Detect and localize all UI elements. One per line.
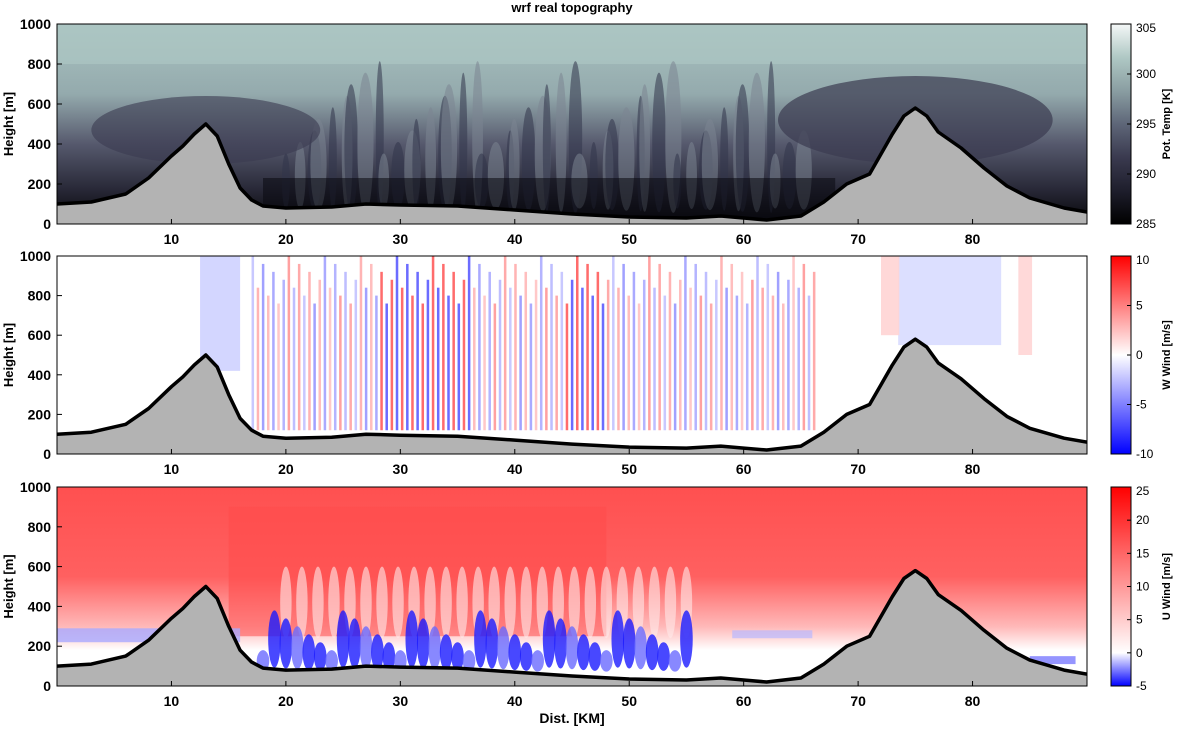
y-tick-label: 1000 — [20, 479, 51, 495]
x-tick-label: 70 — [850, 231, 866, 247]
x-tick-label: 20 — [278, 461, 294, 477]
y-tick-label: 800 — [28, 288, 52, 304]
y-tick-label: 400 — [28, 598, 52, 614]
x-tick-label: 70 — [850, 693, 866, 709]
y-tick-label: 400 — [28, 367, 52, 383]
x-axis-label: Dist. [KM] — [539, 710, 604, 726]
colorbar-tick-label: -10 — [1136, 447, 1154, 461]
figure-title: wrf real topography — [510, 0, 633, 15]
y-tick-label: 800 — [28, 56, 52, 72]
x-tick-label: 30 — [393, 693, 409, 709]
x-tick-label: 60 — [736, 461, 752, 477]
x-tick-label: 10 — [164, 693, 180, 709]
y-axis-label: Height [m] — [1, 92, 16, 156]
x-tick-label: 60 — [736, 231, 752, 247]
colorbar-tick-label: 0 — [1136, 646, 1143, 660]
x-tick-label: 50 — [621, 693, 637, 709]
colorbar-tick-label: 300 — [1136, 67, 1156, 81]
x-tick-label: 20 — [278, 231, 294, 247]
colorbar-label: Pot. Temp [K] — [1161, 88, 1173, 159]
x-tick-label: 20 — [278, 693, 294, 709]
x-tick-label: 10 — [164, 231, 180, 247]
terrain-outline — [57, 337, 1087, 452]
x-tick-label: 60 — [736, 693, 752, 709]
y-tick-label: 600 — [28, 559, 52, 575]
x-tick-label: 50 — [621, 231, 637, 247]
colorbar-tick-label: 305 — [1136, 21, 1156, 35]
y-tick-label: 200 — [28, 638, 52, 654]
x-tick-label: 40 — [507, 461, 523, 477]
y-tick-label: 600 — [28, 327, 52, 343]
x-tick-label: 30 — [393, 231, 409, 247]
plot-frame — [56, 486, 1088, 687]
colorbar-tick-label: 290 — [1136, 167, 1156, 181]
colorbar-tick-label: 5 — [1136, 613, 1143, 627]
terrain-outline — [57, 568, 1087, 684]
plot-frame — [56, 255, 1088, 455]
colorbar-tick-label: 5 — [1136, 299, 1143, 313]
terrain-outline — [57, 106, 1087, 222]
plot-frame — [56, 23, 1088, 225]
x-tick-label: 80 — [965, 231, 981, 247]
x-tick-label: 30 — [393, 461, 409, 477]
x-tick-label: 80 — [965, 461, 981, 477]
x-tick-label: 40 — [507, 693, 523, 709]
colorbar-tick-label: -5 — [1136, 398, 1147, 412]
colorbar-tick-label: 0 — [1136, 348, 1143, 362]
x-tick-label: 80 — [965, 693, 981, 709]
colorbar-tick-label: 295 — [1136, 117, 1156, 131]
colorbar-tick-label: 20 — [1136, 513, 1150, 527]
colorbar-tick-label: -5 — [1136, 679, 1147, 693]
y-tick-label: 0 — [43, 678, 51, 694]
y-axis-label: Height [m] — [1, 554, 16, 618]
panel-1: 0 200 400 600 800 1000 10 20 30 40 50 60 70 80 Height … — [1, 16, 1173, 247]
colorbar-tick-label: 25 — [1136, 484, 1150, 498]
y-tick-label: 200 — [28, 176, 52, 192]
y-tick-label: 0 — [43, 446, 51, 462]
colorbar-tick-label: 15 — [1136, 546, 1150, 560]
x-tick-label: 40 — [507, 231, 523, 247]
y-tick-label: 800 — [28, 519, 52, 535]
y-axis-label: Height [m] — [1, 323, 16, 387]
y-tick-label: 1000 — [20, 248, 51, 264]
colorbar-tick-label: 285 — [1136, 217, 1156, 231]
y-tick-label: 200 — [28, 406, 52, 422]
y-tick-label: 400 — [28, 136, 52, 152]
colorbar-tick-label: 10 — [1136, 580, 1150, 594]
y-tick-label: 1000 — [20, 16, 51, 32]
colorbar-label: W Wind [m/s] — [1161, 320, 1173, 390]
x-tick-label: 70 — [850, 461, 866, 477]
y-tick-label: 0 — [43, 216, 51, 232]
y-tick-label: 600 — [28, 96, 52, 112]
x-tick-label: 50 — [621, 461, 637, 477]
colorbar-label: U Wind [m/s] — [1161, 553, 1173, 620]
x-tick-label: 10 — [164, 461, 180, 477]
colorbar-tick-label: 10 — [1136, 253, 1150, 267]
